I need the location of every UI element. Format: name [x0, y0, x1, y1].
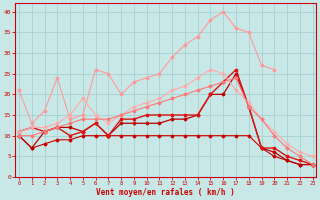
X-axis label: Vent moyen/en rafales ( km/h ): Vent moyen/en rafales ( km/h )	[96, 188, 235, 197]
